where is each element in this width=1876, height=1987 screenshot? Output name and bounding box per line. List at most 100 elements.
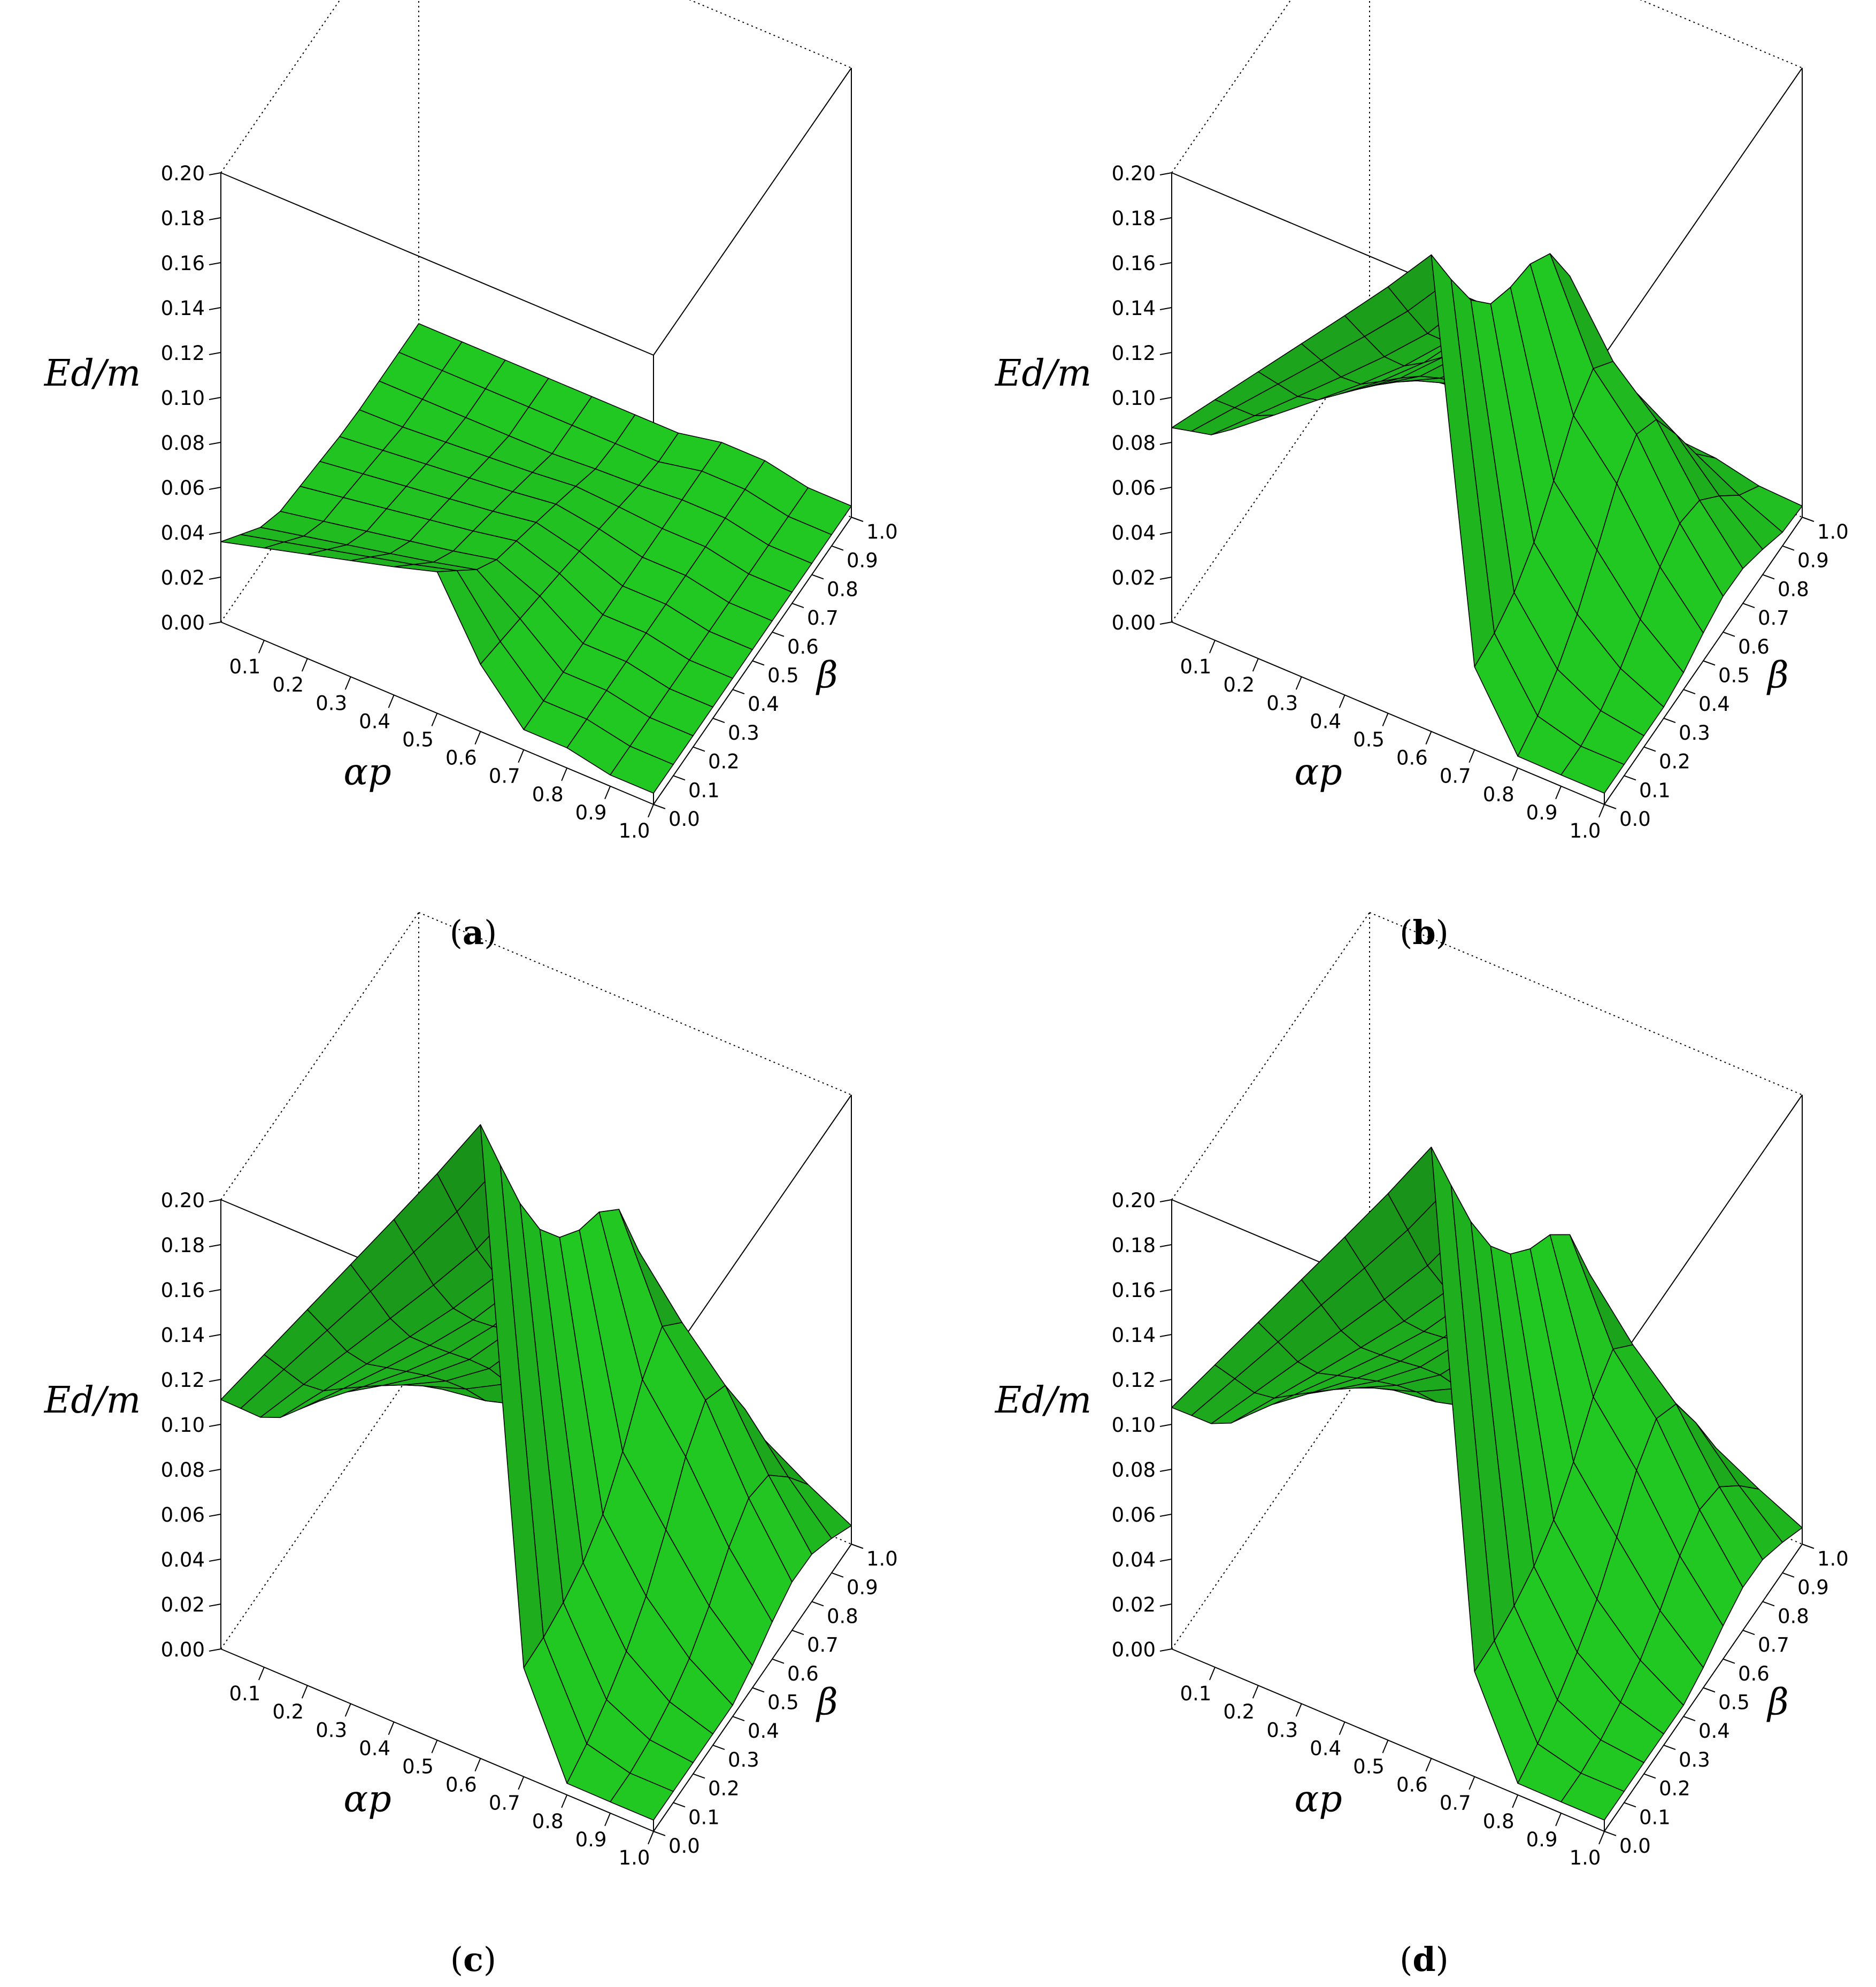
alpha-tick-label: 0.8 [1483, 783, 1514, 806]
z-tick-mark [209, 1514, 221, 1517]
alpha-tick-mark [431, 713, 438, 726]
z-tick-label: 0.10 [161, 1414, 205, 1437]
z-tick-label: 0.16 [161, 1279, 205, 1302]
alpha-tick-label: 0.9 [1526, 801, 1558, 824]
alpha-tick-label: 1.0 [619, 819, 650, 842]
z-tick-label: 0.02 [161, 566, 205, 589]
beta-tick-label: 0.9 [1797, 549, 1829, 572]
beta-tick-label: 0.9 [847, 1576, 878, 1599]
z-axis: 0.00 0.02 0.04 0.06 0.08 0.10 0.12 0.14 0.16 0.18… [994, 162, 1172, 634]
z-tick-mark [209, 1559, 221, 1562]
z-tick-mark [209, 307, 221, 310]
alpha-tick-label: 0.9 [575, 1828, 607, 1851]
box-edge [1171, 334, 1370, 623]
z-axis: 0.00 0.02 0.04 0.06 0.08 0.10 0.12 0.14 0.16 0.18… [43, 1189, 221, 1661]
beta-tick-mark [1683, 689, 1696, 695]
alpha-tick-label: 0.5 [1353, 1755, 1385, 1778]
box-edge [1369, 912, 1803, 1095]
alpha-tick-label: 0.1 [229, 1682, 260, 1705]
z-tick-label: 0.00 [1112, 611, 1156, 634]
alpha-tick-mark [1425, 1758, 1432, 1771]
beta-tick-label: 0.3 [1679, 1748, 1710, 1771]
z-tick-label: 0.20 [161, 1189, 205, 1212]
beta-tick-label: 0.7 [807, 607, 839, 630]
beta-tick-mark [1663, 1744, 1676, 1750]
alpha-axis: 0.1 0.2 0.3 0.4 0.5 0.6 0.7 0.8 0.9 1.0 αp [1180, 640, 1605, 842]
beta-tick-mark [1782, 545, 1795, 551]
alpha-tick-mark [1555, 1813, 1562, 1827]
panel-letter: a [463, 913, 484, 952]
z-tick-mark [209, 262, 221, 265]
beta-tick-mark [1742, 1630, 1755, 1636]
panel-letter: b [1412, 913, 1435, 952]
z-tick-label: 0.02 [161, 1593, 205, 1616]
beta-tick-label: 1.0 [1817, 520, 1849, 543]
beta-tick-label: 0.2 [708, 1777, 740, 1800]
z-tick-label: 0.04 [1112, 1548, 1156, 1571]
box-edge [1171, 1361, 1370, 1650]
alpha-tick-label: 0.3 [1266, 692, 1298, 715]
z-tick-label: 0.14 [1112, 1324, 1156, 1347]
alpha-tick-label: 0.9 [1526, 1828, 1558, 1851]
z-tick-label: 0.10 [1112, 387, 1156, 410]
z-tick-label: 0.06 [161, 477, 205, 500]
beta-tick-mark [653, 1831, 666, 1836]
surface-facet [1560, 1773, 1625, 1821]
alpha-tick-mark [1382, 713, 1389, 726]
beta-tick-mark [1643, 1773, 1656, 1779]
alpha-tick-label: 0.4 [359, 1737, 390, 1760]
z-axis-title: Ed/m [994, 352, 1092, 395]
z-tick-label: 0.20 [161, 162, 205, 185]
alpha-tick-label: 0.5 [1353, 728, 1385, 751]
box-edge [1171, 0, 1291, 173]
alpha-tick-mark [604, 786, 611, 800]
beta-tick-label: 0.3 [728, 1748, 759, 1771]
alpha-tick-label: 0.2 [1223, 1700, 1255, 1723]
beta-tick-mark [1802, 517, 1815, 522]
alpha-tick-mark [561, 768, 568, 781]
beta-tick-mark [1782, 1572, 1795, 1578]
z-tick-label: 0.08 [161, 432, 205, 455]
alpha-tick-label: 0.2 [272, 673, 304, 696]
z-tick-label: 0.10 [161, 387, 205, 410]
z-tick-mark [1159, 352, 1172, 355]
alpha-tick-label: 0.3 [316, 1719, 347, 1741]
z-tick-mark [209, 1199, 221, 1202]
beta-tick-label: 0.0 [668, 1835, 700, 1858]
beta-tick-mark [791, 1630, 804, 1636]
beta-tick-mark [1723, 1658, 1735, 1664]
beta-tick-mark [1723, 631, 1735, 637]
beta-axis-title: β [1766, 655, 1788, 697]
beta-tick-mark [752, 1687, 765, 1693]
z-tick-mark [209, 1424, 221, 1427]
alpha-tick-mark [1209, 1667, 1216, 1681]
z-tick-label: 0.18 [1112, 207, 1156, 230]
alpha-axis-title: αp [343, 1778, 391, 1820]
z-tick-mark [209, 352, 221, 355]
z-tick-label: 0.16 [1112, 252, 1156, 275]
alpha-tick-label: 0.3 [316, 692, 347, 715]
beta-tick-mark [1762, 574, 1775, 580]
beta-tick-label: 1.0 [1817, 1547, 1849, 1570]
z-tick-mark [1159, 397, 1172, 400]
beta-tick-mark [752, 660, 765, 666]
alpha-tick-label: 0.7 [489, 765, 520, 788]
panel-letter: c [463, 1940, 483, 1979]
beta-tick-label: 0.7 [1758, 607, 1789, 630]
panel-label: (c) [450, 1940, 496, 1979]
box-edge [689, 0, 852, 68]
surface-facet [1560, 746, 1625, 794]
beta-tick-mark [1703, 1687, 1716, 1693]
alpha-tick-mark [561, 1794, 568, 1808]
surface [1171, 1146, 1803, 1821]
beta-tick-label: 0.4 [748, 1720, 779, 1743]
beta-axis-title: β [1766, 1682, 1788, 1724]
alpha-tick-label: 0.8 [1483, 1810, 1514, 1833]
beta-tick-label: 0.6 [787, 635, 819, 658]
alpha-tick-label: 0.1 [1180, 1682, 1211, 1705]
alpha-tick-mark [258, 1667, 265, 1681]
beta-tick-mark [673, 775, 686, 781]
z-tick-mark [1159, 307, 1172, 310]
beta-axis: 0.0 0.1 0.2 0.3 0.4 0.5 0.6 0.7 0.8 0.9 1.0 β [653, 1544, 898, 1858]
